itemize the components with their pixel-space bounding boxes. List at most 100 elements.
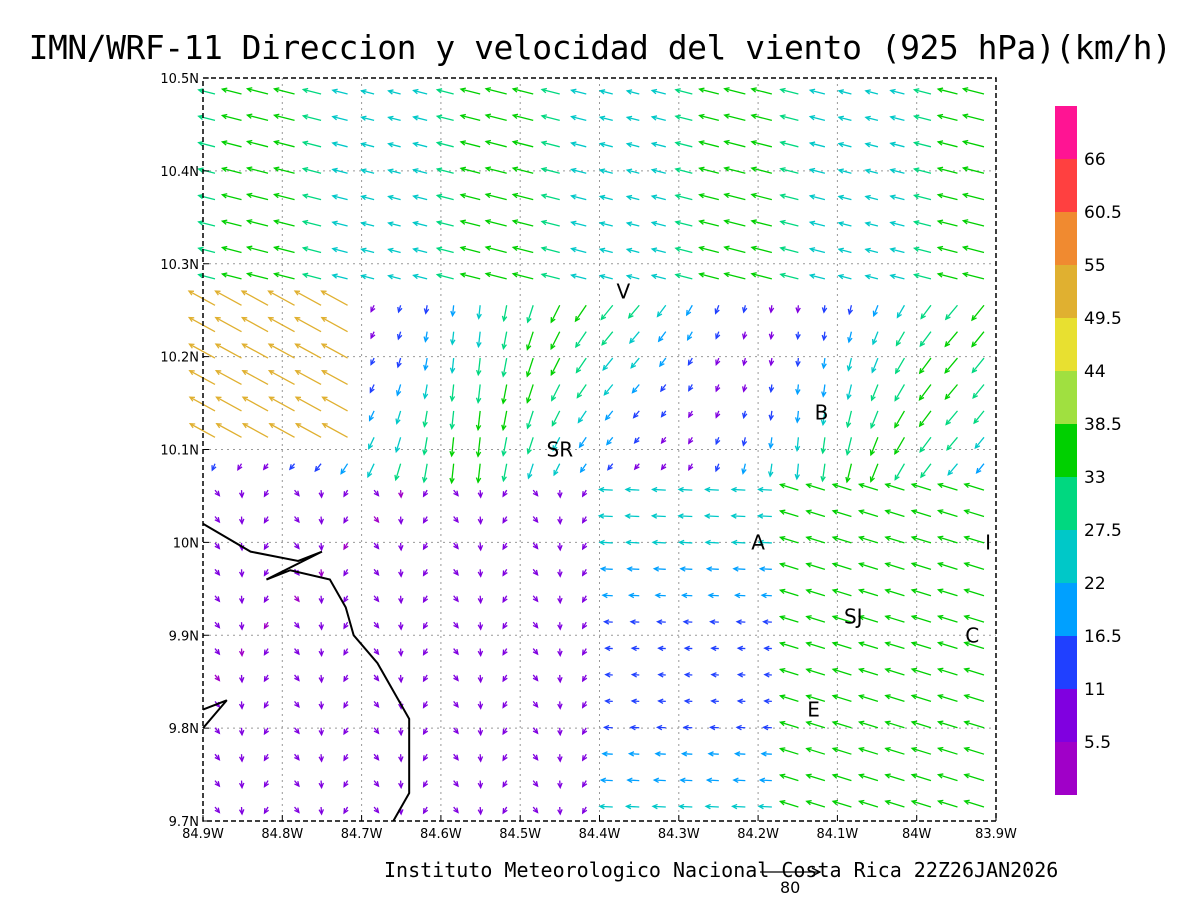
wind-vector xyxy=(211,463,217,472)
wind-vector xyxy=(768,357,775,367)
wind-vector xyxy=(412,168,428,174)
colorbar-swatch xyxy=(1055,159,1077,212)
wind-vector xyxy=(435,273,454,280)
wind-vector xyxy=(808,273,826,280)
wind-vector xyxy=(369,384,375,394)
wind-vector xyxy=(570,88,587,95)
wind-vector xyxy=(778,720,799,729)
wind-vector xyxy=(763,645,772,652)
wind-vector xyxy=(484,87,507,95)
wind-vector xyxy=(187,316,216,333)
wind-vector xyxy=(961,139,985,148)
wind-vector xyxy=(837,247,852,254)
wind-vector xyxy=(778,483,799,491)
wind-vector xyxy=(768,437,774,450)
wind-vector xyxy=(398,754,404,763)
wind-vector xyxy=(453,700,459,709)
wind-vector xyxy=(238,701,245,710)
wind-vector xyxy=(918,357,932,375)
wind-vector xyxy=(501,410,508,432)
wind-vector xyxy=(598,89,613,95)
wind-vector xyxy=(710,645,719,652)
wind-vector xyxy=(238,595,245,605)
wind-vector xyxy=(373,542,380,550)
wind-vector xyxy=(936,667,958,676)
wind-vector xyxy=(657,331,667,343)
wind-vector xyxy=(449,384,456,403)
x-tick-label: 84.6W xyxy=(420,827,462,842)
wind-vector xyxy=(550,357,561,377)
wind-vector xyxy=(581,621,588,630)
wind-vector xyxy=(532,674,539,682)
wind-vector xyxy=(808,141,826,148)
wind-vector xyxy=(778,694,799,702)
wind-vector xyxy=(710,698,719,704)
wind-vector xyxy=(837,194,852,201)
wind-vector xyxy=(910,746,932,755)
wind-vector xyxy=(963,773,985,782)
wind-vector xyxy=(237,463,243,471)
wind-vector xyxy=(857,588,879,597)
wind-vector xyxy=(679,777,693,783)
colorbar-label: 44 xyxy=(1084,362,1106,382)
wind-vector xyxy=(422,648,429,656)
y-tick-labels: 9.7N 9.8N 9.9N 10N 10.1N 10.2N 10.3N 10.4N 10.5N xyxy=(160,72,209,830)
wind-vector xyxy=(245,192,269,201)
wind-vector xyxy=(435,140,454,148)
wind-vector xyxy=(820,437,827,455)
wind-vector xyxy=(581,701,588,709)
wind-vector xyxy=(581,569,588,577)
wind-vector xyxy=(484,245,507,254)
wind-vector xyxy=(373,489,380,497)
wind-vector xyxy=(884,614,905,623)
wind-vector xyxy=(484,139,507,148)
wind-vector xyxy=(581,489,588,498)
wind-vector xyxy=(963,535,985,544)
wind-vector xyxy=(805,799,826,808)
wind-vector xyxy=(540,272,560,280)
wind-vector xyxy=(293,290,322,306)
wind-vector xyxy=(398,490,404,499)
wind-vector xyxy=(320,316,348,333)
wind-vector xyxy=(318,806,325,816)
wind-vector xyxy=(238,569,245,578)
wind-vector xyxy=(767,463,774,478)
wind-vector xyxy=(502,806,508,815)
wind-vector xyxy=(502,595,508,604)
wind-vector xyxy=(657,698,666,704)
wind-vector xyxy=(511,140,534,148)
wind-vector xyxy=(220,166,242,174)
wind-vector xyxy=(360,247,375,254)
wind-vector xyxy=(477,622,484,631)
wind-vector xyxy=(459,140,481,148)
wind-vector xyxy=(857,641,879,650)
wind-vector xyxy=(598,141,613,148)
wind-vector xyxy=(889,168,905,174)
wind-vector xyxy=(214,516,221,524)
wind-vector xyxy=(732,566,746,572)
wind-vector xyxy=(502,701,508,709)
wind-vector xyxy=(682,619,693,625)
wind-vector xyxy=(238,622,245,631)
wind-vector xyxy=(576,384,587,399)
wind-vector xyxy=(742,357,748,367)
wind-vector xyxy=(241,423,269,438)
colorbar-label: 33 xyxy=(1084,468,1106,488)
wind-vector xyxy=(453,489,459,497)
colorbar-swatch xyxy=(1055,265,1077,318)
wind-vector xyxy=(910,667,932,676)
wind-vector xyxy=(453,727,459,735)
wind-vector xyxy=(502,489,508,498)
wind-vector xyxy=(837,221,852,227)
wind-vector xyxy=(704,539,719,546)
wind-vector xyxy=(733,592,746,599)
wind-vector xyxy=(857,720,879,729)
wind-vector xyxy=(703,513,719,519)
wind-vector xyxy=(245,113,269,122)
wind-vector xyxy=(889,194,905,201)
wind-vector xyxy=(723,219,746,227)
wind-vector xyxy=(412,273,428,280)
wind-vector xyxy=(805,641,826,650)
wind-vector xyxy=(398,516,404,525)
wind-vector xyxy=(526,331,534,351)
